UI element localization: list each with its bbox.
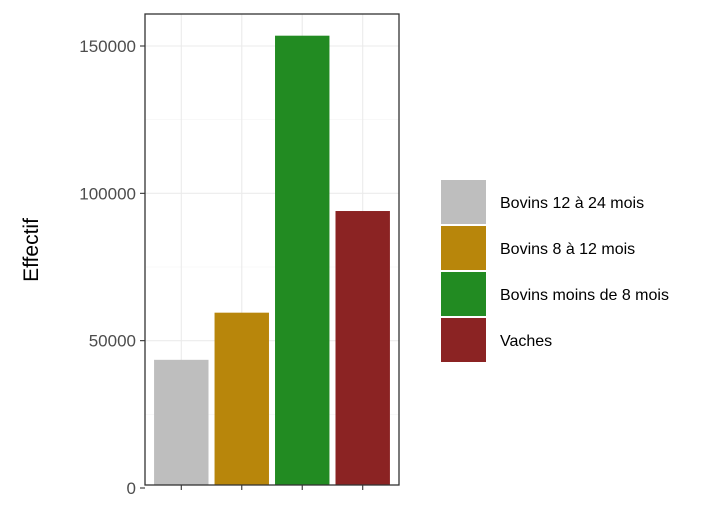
- x-axis-ticks: [180, 485, 364, 490]
- bar-2: [214, 312, 269, 485]
- legend-key-4: [441, 318, 486, 362]
- y-tick-label: 150000: [79, 37, 136, 56]
- legend-key-3: [441, 272, 486, 316]
- legend-label-4: Vaches: [500, 333, 552, 350]
- legend-label-2: Bovins 8 à 12 mois: [500, 241, 635, 258]
- y-tick-label: 100000: [79, 184, 136, 203]
- legend-key-1: [441, 180, 486, 224]
- y-axis: 0 50000 100000 150000: [79, 37, 145, 498]
- legend-label-3: Bovins moins de 8 mois: [500, 287, 669, 304]
- panel-border: [144, 13, 400, 486]
- bars: [154, 35, 390, 485]
- y-tick-label: 50000: [89, 332, 136, 351]
- y-tick-label: 0: [127, 479, 136, 498]
- legend: Bovins 12 à 24 mois Bovins 8 à 12 mois Bov…: [441, 180, 669, 362]
- legend-label-1: Bovins 12 à 24 mois: [500, 195, 644, 212]
- bar-1: [154, 359, 209, 485]
- y-axis-title: Effectif: [20, 218, 43, 282]
- legend-key-2: [441, 226, 486, 270]
- bar-4: [335, 211, 390, 485]
- bar-3: [275, 35, 330, 485]
